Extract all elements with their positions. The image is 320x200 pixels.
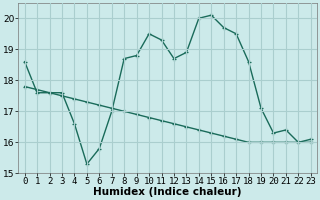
X-axis label: Humidex (Indice chaleur): Humidex (Indice chaleur) [93,187,242,197]
